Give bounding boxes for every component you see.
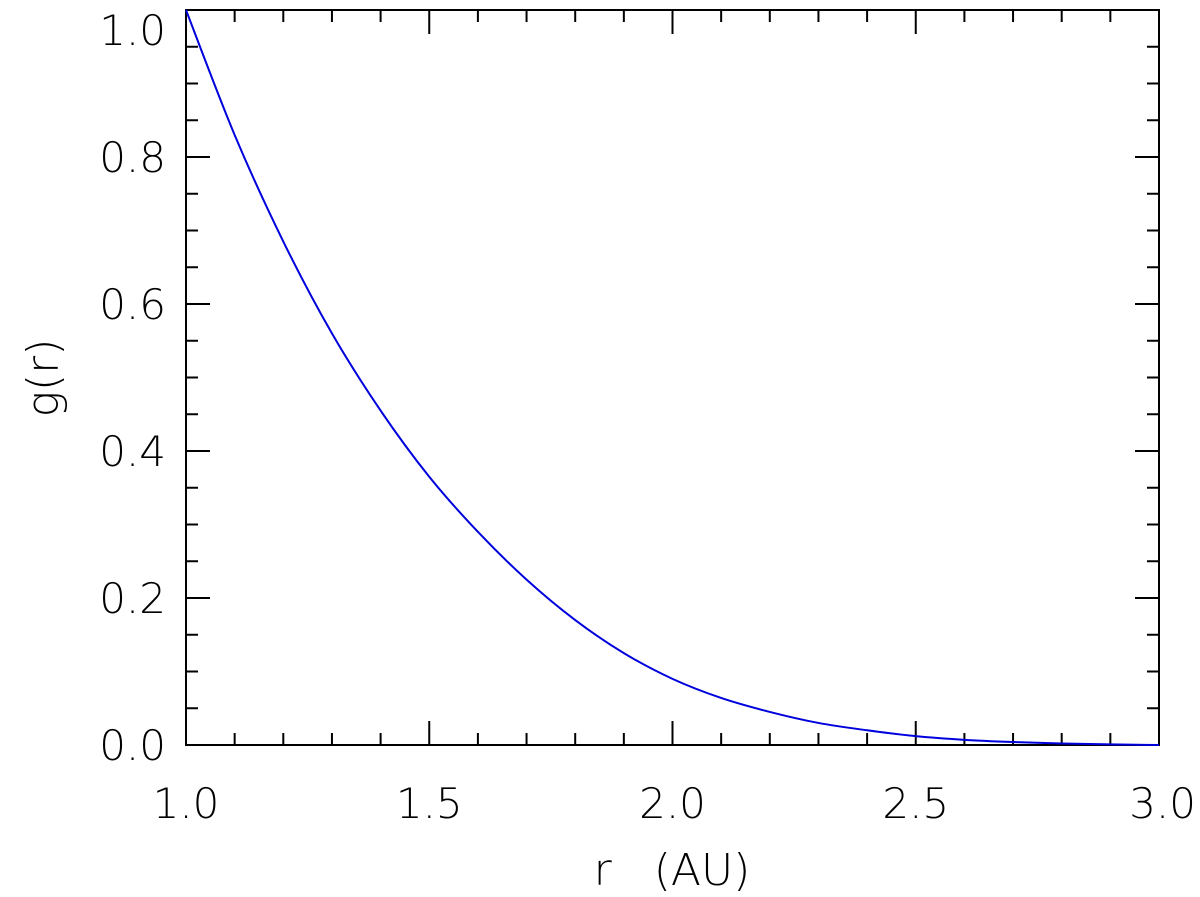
x-tick-label: 2.5 — [882, 779, 949, 828]
plot-frame — [185, 9, 1160, 746]
x-axis-label: r (AU) — [594, 845, 751, 896]
x-tick-label: 3.0 — [1129, 779, 1196, 828]
y-tick-label: 0.4 — [99, 427, 166, 476]
y-tick-label: 0.2 — [99, 574, 166, 623]
y-tick-label: 0.6 — [99, 280, 166, 329]
x-tick-label: 1.0 — [153, 779, 220, 828]
y-tick-label: 0.0 — [99, 721, 166, 770]
y-tick-label: 0.8 — [99, 133, 166, 182]
y-axis-label: g(r) — [18, 339, 69, 418]
axis-ticks — [186, 10, 1159, 745]
y-tick-label: 1.0 — [99, 6, 166, 55]
tick-labels: 1.0 1.5 2.0 2.5 3.0 0.0 0.2 0.4 0.6 0.8 1.0 — [99, 6, 1196, 828]
x-tick-label: 2.0 — [639, 779, 706, 828]
series-line — [185, 9, 1160, 746]
x-tick-label: 1.5 — [396, 779, 463, 828]
